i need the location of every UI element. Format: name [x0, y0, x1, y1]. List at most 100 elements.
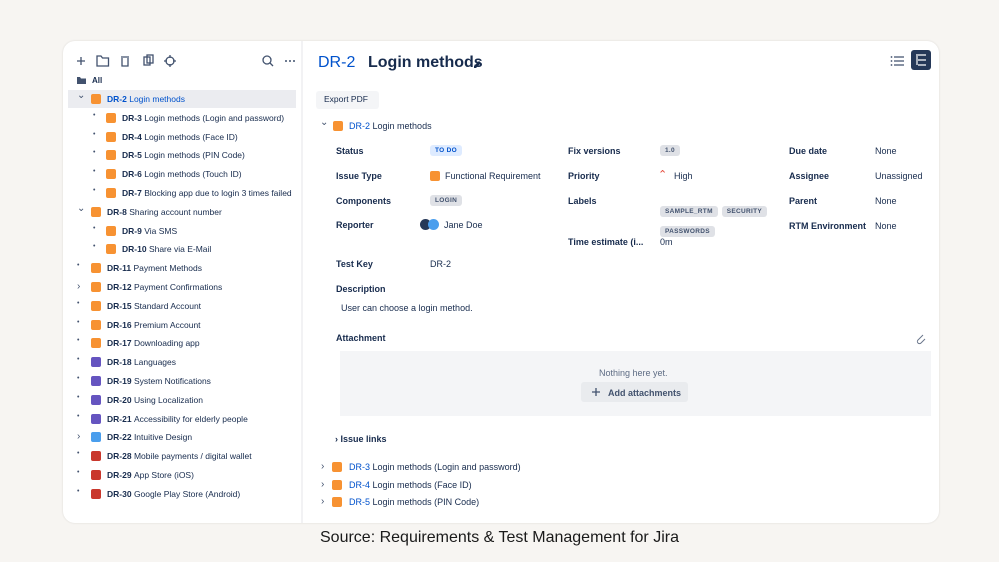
tree-item[interactable]: DR-6 Login methods (Touch ID)	[122, 169, 242, 179]
tag: TO DO	[430, 145, 462, 156]
item-key: DR-9	[122, 225, 142, 236]
avatar	[420, 219, 431, 230]
tree-item[interactable]: DR-3 Login methods (Login and password)	[122, 113, 284, 123]
tree-item[interactable]: DR-21 Accessibility for elderly people	[107, 414, 248, 424]
item-key: DR-29	[107, 470, 132, 480]
field-label: Fix versions	[568, 146, 621, 156]
item-title: Login methods (PIN Code)	[144, 150, 245, 161]
tag-list: SAMPLE_RTM SECURITY PASSWORDS	[660, 200, 780, 240]
field-value: DR-2	[430, 259, 452, 269]
issue-links[interactable]: › Issue links	[335, 434, 387, 444]
tree-item[interactable]: DR-12 Payment Confirmations	[107, 282, 222, 292]
toggle: •	[77, 469, 80, 476]
item-title: System Notifications	[133, 376, 211, 386]
field-value: None	[875, 196, 897, 206]
issue-icon	[106, 244, 116, 255]
tag: 1.0	[660, 145, 680, 156]
field-value: 0m	[660, 237, 673, 247]
tree-item[interactable]: DR-28 Mobile payments / digital wallet	[107, 451, 252, 461]
tree-item[interactable]: DR-17 Downloading app	[107, 338, 200, 348]
issue-icon	[91, 432, 101, 443]
export-button[interactable]: Export PDF	[324, 94, 368, 104]
item-title: Standard Account	[133, 300, 202, 311]
field-value: Unassigned	[875, 171, 923, 181]
tree-item[interactable]: DR-22 Intuitive Design	[107, 432, 192, 442]
item-title: Accessibility for elderly people	[133, 413, 248, 424]
issue-icon	[91, 263, 101, 274]
tree-item[interactable]: DR-4 Login methods (Face ID)	[122, 132, 238, 142]
linked-issue[interactable]: DR-5 Login methods (PIN Code)	[349, 497, 479, 507]
tree-item[interactable]: DR-20 Using Localization	[107, 395, 203, 405]
item-title: Blocking app due to login 3 times failed	[144, 188, 292, 198]
item-key: DR-30	[107, 488, 132, 499]
item-key: DR-10	[122, 244, 147, 255]
toggle: ⌄	[77, 90, 86, 101]
tag: LOGIN	[430, 195, 463, 206]
item-title: App Store (iOS)	[133, 470, 194, 480]
issue-title: Login methods	[372, 121, 432, 131]
issue-icon	[91, 94, 101, 104]
item-title: Google Play Store (Android)	[133, 488, 241, 499]
item-key: DR-5	[122, 150, 142, 161]
toggle: •	[93, 187, 96, 194]
item-title: Share via E-Mail	[148, 244, 212, 255]
tree-item[interactable]: DR-7 Blocking app due to login 3 times f…	[122, 188, 292, 198]
issue-icon	[332, 479, 342, 490]
tree-item[interactable]: DR-10 Share via E-Mail	[122, 244, 211, 254]
issue-heading: DR-2 Login methods	[349, 121, 432, 131]
issue-icon	[91, 319, 101, 330]
issue-title: Login methods	[368, 54, 483, 71]
field-label: Priority	[568, 171, 600, 181]
tree-item[interactable]: DR-8 Sharing account number	[107, 207, 222, 217]
chrome	[77, 41, 931, 523]
issue-key: DR-2	[318, 54, 356, 71]
toggle: •	[77, 337, 80, 345]
field-label: Components	[336, 196, 391, 206]
issue-icon	[91, 357, 101, 368]
linked-issue[interactable]: DR-4 Login methods (Face ID)	[349, 480, 472, 490]
item-title: Via SMS	[144, 225, 178, 236]
issue-icon	[91, 488, 101, 499]
item-title: Payment Confirmations	[133, 282, 223, 292]
field-label: Labels	[568, 196, 597, 206]
link-key: DR-4	[349, 479, 371, 490]
item-title: Sharing account number	[129, 206, 222, 217]
linked-issue[interactable]: DR-3 Login methods (Login and password)	[349, 462, 521, 472]
card: All ⌄ DR-2 Login methods • DR-3 Login metho…	[63, 41, 939, 523]
tree-item[interactable]: DR-2 Login methods	[107, 94, 185, 104]
tree-item[interactable]: DR-15 Standard Account	[107, 301, 201, 311]
field-label: RTM Environment	[789, 221, 867, 231]
toggle: •	[93, 130, 96, 138]
item-title: Login methods (Touch ID)	[144, 169, 242, 180]
description-label: Description	[336, 284, 386, 294]
avatar	[428, 219, 439, 230]
type-icon	[430, 171, 440, 181]
item-title: Login methods (Face ID)	[144, 131, 238, 142]
toggle: •	[93, 149, 96, 157]
tree-item[interactable]: DR-29 App Store (iOS)	[107, 470, 194, 480]
tree-item[interactable]: DR-18 Languages	[107, 357, 176, 367]
toggle: •	[77, 393, 80, 401]
tree-item[interactable]: DR-30 Google Play Store (Android)	[107, 489, 240, 499]
tree-item[interactable]: DR-9 Via SMS	[122, 226, 177, 236]
add-attachments[interactable]: Add attachments	[608, 388, 682, 398]
toggle: •	[93, 168, 96, 176]
tree-item[interactable]: DR-19 System Notifications	[107, 376, 211, 386]
item-key: DR-12	[107, 282, 132, 292]
chevron: ›	[321, 478, 325, 490]
link-title: Login methods (Login and password)	[372, 462, 521, 472]
tree-item[interactable]: DR-16 Premium Account	[107, 320, 201, 330]
issue-icon	[91, 282, 101, 292]
field-label: Reporter	[336, 220, 374, 230]
tag: PASSWORDS	[660, 226, 715, 237]
toggle: •	[77, 450, 80, 458]
tree-item[interactable]: DR-11 Payment Methods	[107, 263, 202, 273]
link-key: DR-3	[349, 462, 371, 472]
field-label: Issue Type	[336, 171, 382, 181]
issue-icon	[91, 206, 101, 217]
item-key: DR-2	[107, 94, 127, 104]
toggle: •	[77, 356, 80, 364]
toggle: ⌄	[77, 202, 86, 214]
tree-item[interactable]: DR-5 Login methods (PIN Code)	[122, 150, 245, 160]
